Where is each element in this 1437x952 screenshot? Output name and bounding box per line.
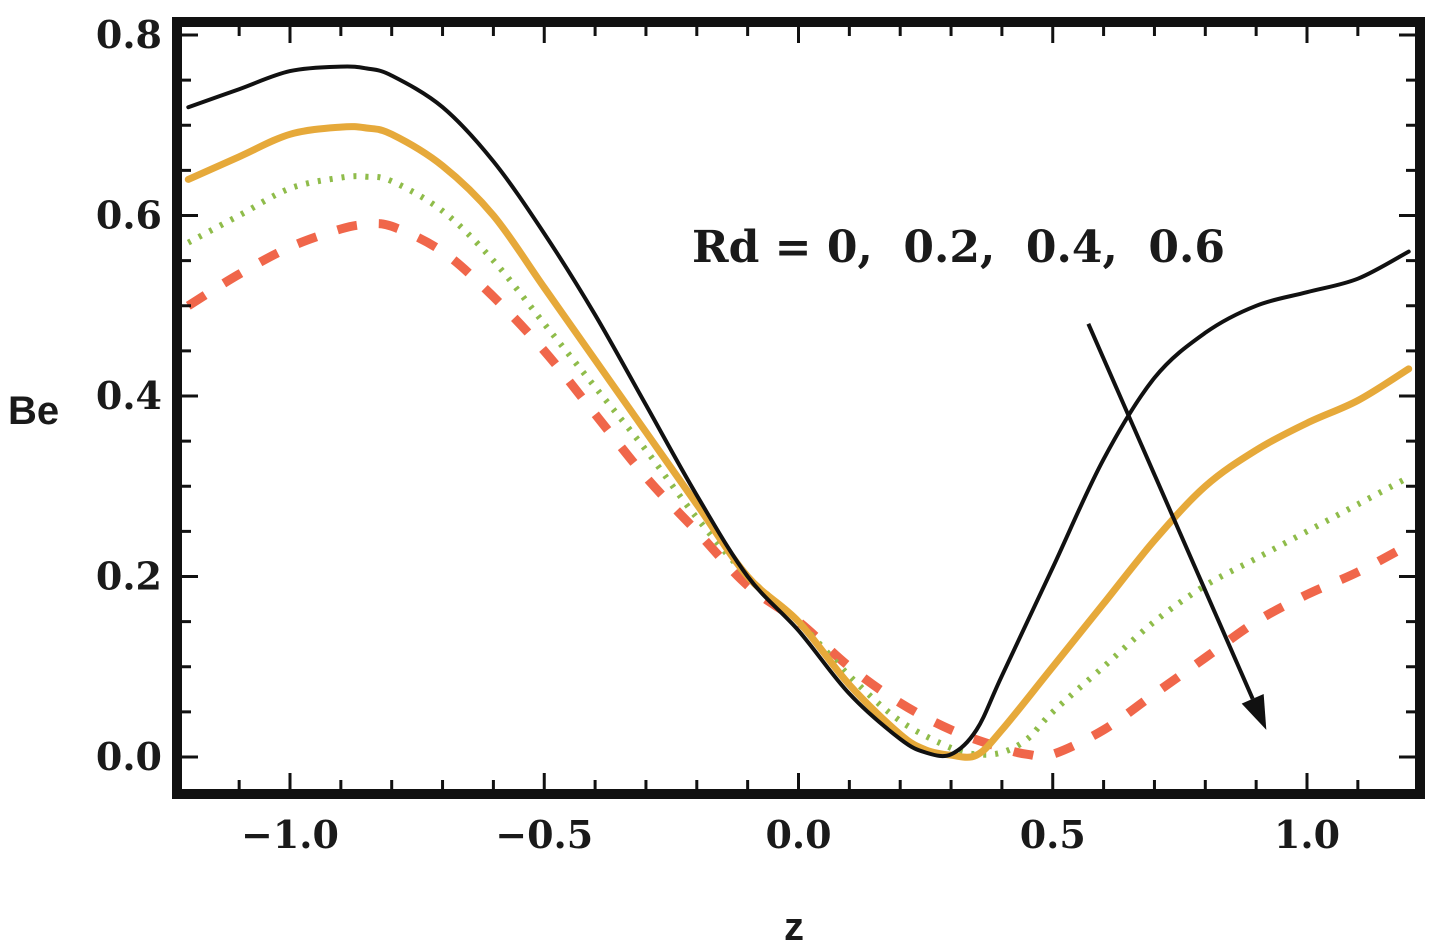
series-line-rd-0-2: [184, 123, 1413, 761]
x-tick-label: 0.5: [1020, 812, 1086, 857]
x-tick-label: −1.0: [241, 812, 339, 857]
x-tick-label: −0.5: [495, 812, 593, 857]
series-line-rd-0: [186, 64, 1411, 759]
trend-arrow-head: [1241, 693, 1267, 730]
trend-arrow: [1086, 322, 1255, 700]
x-tick-label: 1.0: [1274, 812, 1340, 857]
y-tick-label: 0.0: [96, 734, 162, 779]
y-tick-label: 0.2: [96, 554, 162, 599]
curves-layer: [184, 64, 1413, 761]
x-tick-label: 0.0: [765, 812, 831, 857]
y-tick-label: 0.6: [96, 193, 162, 238]
series-line-rd-0-6: [185, 219, 1411, 761]
ticks-layer: [182, 27, 1415, 789]
annotation-rd-values: Rd = 0, 0.2, 0.4, 0.6: [692, 222, 1225, 273]
y-tick-label: 0.4: [96, 373, 162, 418]
y-axis-label: Be: [8, 389, 59, 433]
x-axis-label: z: [784, 905, 804, 949]
tick-labels-layer: −1.0 −0.5 0.0 0.5 1.0 0.0 0.2 0.4 0.6 0.8: [96, 12, 1340, 857]
y-tick-label: 0.8: [96, 12, 162, 57]
plot-frame: [172, 17, 1425, 799]
